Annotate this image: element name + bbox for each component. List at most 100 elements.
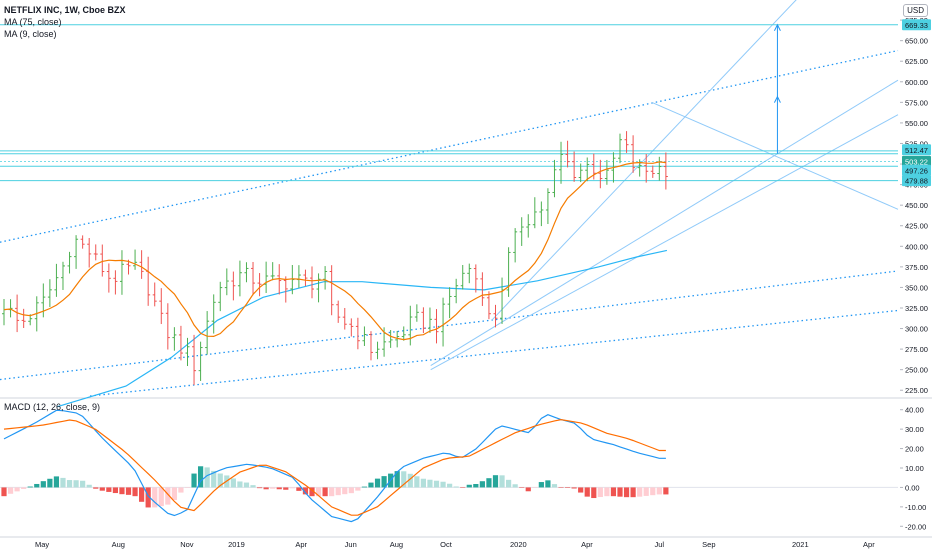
price-bar	[54, 263, 59, 297]
price-bar	[552, 159, 557, 198]
projection-arrows[interactable]	[773, 23, 781, 154]
macd-histogram-bar	[591, 487, 597, 499]
macd-histogram-bar	[329, 487, 335, 497]
macd-tick-label: 30.00	[905, 425, 924, 434]
lower-channel-trendline	[89, 309, 899, 397]
fan-line-mid	[430, 79, 899, 366]
chart-title: NETFLIX INC, 1W, Cboe BZX	[4, 5, 126, 15]
macd-histogram-bar	[14, 487, 20, 492]
macd-histogram-bar	[486, 478, 492, 488]
ma9-legend: MA (9, close)	[4, 29, 57, 39]
price-label-box	[902, 144, 931, 156]
price-label-text: 479.88	[905, 177, 928, 186]
upper-channel-trendline	[0, 49, 899, 243]
price-bar	[264, 261, 269, 293]
macd-histogram-bar	[420, 478, 427, 488]
macd-histogram-bar	[296, 487, 302, 491]
price-bar	[126, 259, 131, 275]
price-bar	[119, 250, 124, 295]
macd-histogram-bar	[630, 487, 636, 498]
price-bar	[401, 326, 406, 341]
macd-tick-label: 20.00	[905, 445, 924, 454]
ma75-line	[57, 249, 668, 408]
macd-histogram-bar	[604, 487, 610, 497]
macd-histogram-bar	[578, 487, 584, 493]
price-bar	[205, 311, 210, 355]
macd-histogram-bar	[447, 483, 453, 488]
horizontal-levels[interactable]	[0, 24, 898, 182]
price-bar	[447, 287, 452, 319]
fan-line-steep	[491, 0, 797, 321]
time-tick-label: Apr	[863, 540, 875, 549]
price-bar	[604, 159, 609, 185]
price-bar	[519, 217, 524, 246]
macd-histogram-bar	[145, 487, 151, 508]
price-bar	[277, 264, 282, 295]
price-bar	[388, 330, 393, 348]
ma9-layer	[3, 161, 666, 341]
price-bar	[355, 317, 360, 350]
projection-arrowhead-mid	[773, 95, 781, 103]
price-bar	[486, 291, 491, 320]
macd-histogram-bar	[21, 487, 27, 489]
price-bar	[460, 264, 465, 290]
currency-badge[interactable]: USD	[903, 4, 928, 17]
price-bar	[572, 151, 577, 182]
price-tick-label: 575.00	[905, 98, 928, 107]
macd-histogram-bar	[571, 487, 577, 489]
macd-histogram-bar	[40, 481, 46, 488]
macd-histogram-bar	[473, 484, 479, 488]
macd-histogram-bar	[538, 482, 544, 488]
macd-histogram-bar	[263, 487, 269, 490]
price-bar	[2, 299, 6, 326]
time-tick-label: 2021	[792, 540, 809, 549]
price-bar	[565, 140, 570, 168]
macd-legend: MACD (12, 26, close, 9)	[4, 402, 101, 412]
price-tick-label: 375.00	[905, 263, 928, 272]
price-bar	[585, 157, 590, 182]
price-bar	[427, 307, 432, 333]
macd-histogram-bar	[93, 487, 99, 489]
time-tick-label: Jun	[345, 540, 357, 549]
macd-histogram-bar	[453, 486, 459, 488]
macd-histogram-bar	[407, 473, 413, 488]
price-bar	[624, 131, 629, 153]
price-bar	[152, 282, 157, 307]
price-bar	[434, 309, 439, 344]
macd-histogram-bar	[525, 487, 531, 492]
price-bar	[578, 163, 583, 183]
time-tick-label: Apr	[581, 540, 593, 549]
macd-histogram-bar	[197, 466, 204, 488]
price-bar	[80, 235, 85, 249]
macd-histogram-bar	[401, 471, 407, 488]
price-bar	[198, 341, 203, 381]
macd-tick-label: -20.00	[905, 522, 926, 531]
price-bar	[414, 304, 419, 322]
price-bar	[663, 152, 668, 190]
price-label-text: 503.22	[905, 157, 928, 166]
macd-histogram-bar	[335, 487, 341, 496]
candles	[2, 131, 668, 386]
time-tick-label: Aug	[390, 540, 403, 549]
price-bar	[74, 235, 79, 269]
macd-histogram-bar	[276, 487, 282, 490]
time-tick-label: Oct	[440, 540, 453, 549]
price-tick-label: 625.00	[905, 57, 928, 66]
macd-histogram-bar	[270, 487, 276, 489]
macd-histogram-bar	[152, 487, 158, 508]
macd-histogram-bar	[289, 487, 295, 489]
macd-histogram-bar	[348, 487, 354, 494]
price-bar	[349, 318, 354, 337]
macd-histogram-bar	[112, 487, 119, 494]
price-bar	[545, 188, 550, 225]
price-bar	[303, 269, 308, 287]
macd-histogram-bar	[342, 487, 348, 495]
macd-histogram-bar	[302, 487, 309, 495]
macd-histogram-bar	[132, 487, 138, 497]
time-tick-label: 2020	[510, 540, 527, 549]
trendlines[interactable]	[0, 0, 899, 397]
price-bar	[113, 270, 118, 295]
macd-histogram-bar	[519, 487, 525, 488]
macd-pane	[1, 409, 669, 523]
